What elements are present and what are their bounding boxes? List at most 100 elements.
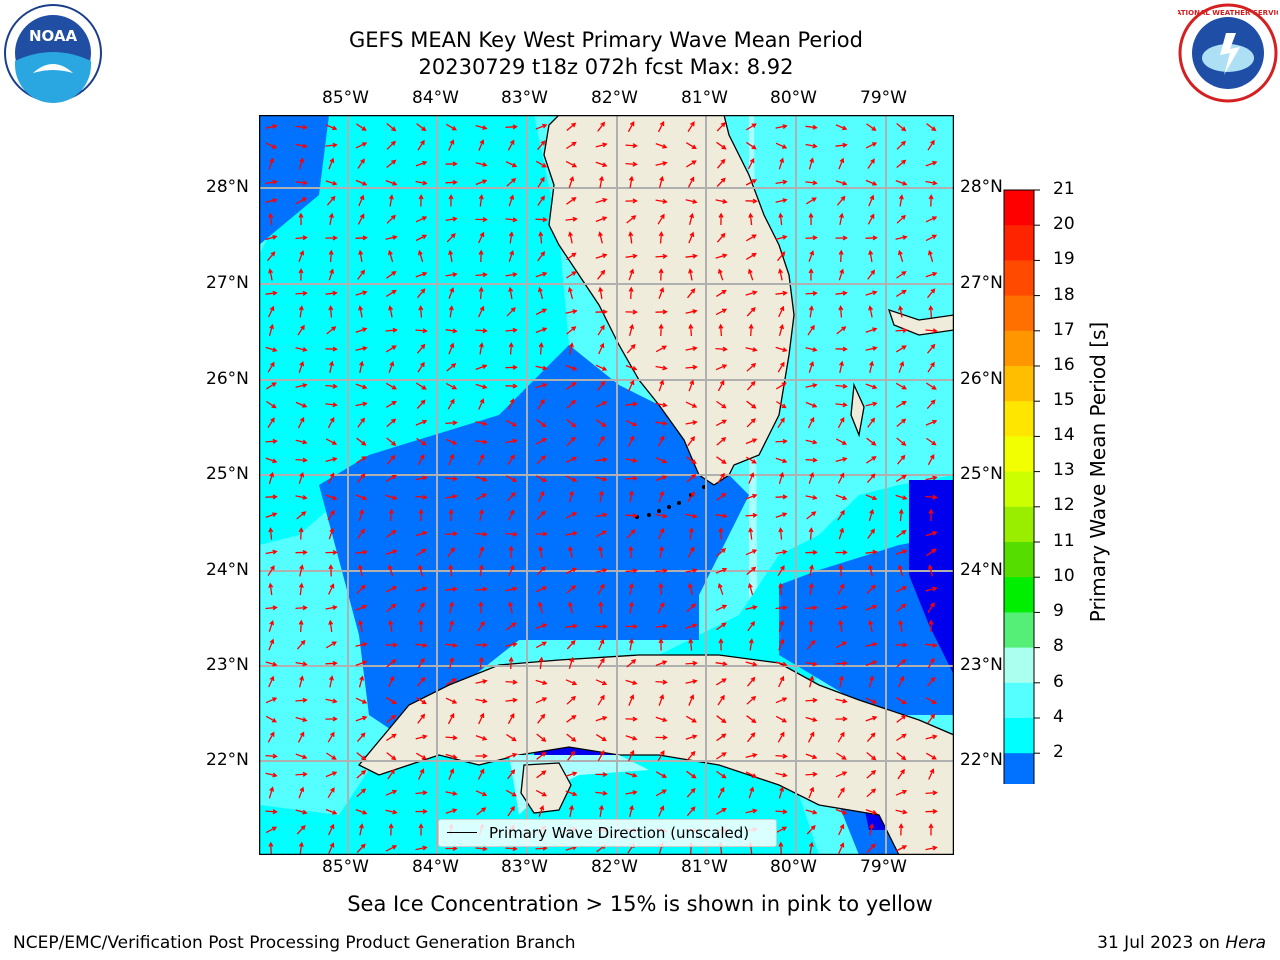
wave-arrow bbox=[417, 564, 424, 577]
wave-arrow bbox=[928, 768, 935, 780]
footer-credit: NCEP/EMC/Verification Post Processing Pr… bbox=[13, 933, 576, 953]
wave-arrow bbox=[746, 715, 757, 724]
wave-arrow bbox=[658, 287, 665, 299]
wave-arrow bbox=[659, 545, 664, 559]
wave-arrow bbox=[265, 605, 278, 611]
legend-label: Primary Wave Direction (unscaled) bbox=[489, 824, 750, 842]
wave-arrow bbox=[268, 786, 275, 799]
wave-arrow bbox=[325, 698, 338, 704]
wave-arrow bbox=[839, 360, 844, 374]
lon-label: 84°W bbox=[412, 88, 459, 108]
wave-arrow bbox=[626, 659, 637, 668]
wave-arrow bbox=[805, 809, 818, 815]
lon-label: 81°W bbox=[681, 857, 728, 877]
wave-arrow bbox=[475, 383, 488, 390]
wave-arrow bbox=[895, 382, 907, 390]
lon-label: 85°W bbox=[322, 857, 369, 877]
wave-arrow bbox=[687, 491, 695, 502]
wave-arrow bbox=[865, 142, 878, 149]
wave-arrow bbox=[415, 382, 427, 390]
wave-arrow bbox=[445, 476, 458, 482]
wave-arrow bbox=[566, 419, 577, 428]
wave-arrow bbox=[295, 771, 308, 777]
sea-ice-note: Sea Ice Concentration > 15% is shown in … bbox=[347, 892, 933, 916]
wave-arrow bbox=[717, 694, 725, 706]
wave-arrow bbox=[807, 731, 815, 743]
wave-arrow bbox=[716, 715, 727, 724]
colorbar-tick-label: 4 bbox=[1053, 707, 1064, 727]
wave-arrow bbox=[298, 305, 304, 318]
wave-arrow bbox=[895, 289, 907, 297]
wave-arrow bbox=[265, 549, 278, 555]
wave-arrow bbox=[835, 716, 848, 722]
wave-arrow bbox=[268, 638, 275, 651]
wave-arrow bbox=[295, 809, 308, 815]
wave-arrow bbox=[295, 180, 308, 186]
wave-arrow bbox=[657, 435, 665, 447]
wave-arrow bbox=[655, 789, 667, 797]
wave-arrow bbox=[355, 401, 368, 407]
wave-arrow bbox=[418, 194, 424, 207]
wave-arrow bbox=[595, 309, 608, 315]
colorbar-tick-label: 19 bbox=[1053, 249, 1075, 269]
wave-arrow bbox=[865, 549, 878, 555]
wave-arrow bbox=[505, 789, 517, 797]
wave-arrow bbox=[565, 531, 578, 536]
wave-arrow bbox=[775, 290, 788, 296]
lon-label: 83°W bbox=[501, 857, 548, 877]
wave-arrow bbox=[535, 531, 548, 537]
wave-arrow bbox=[295, 753, 308, 760]
wave-arrow bbox=[595, 734, 607, 742]
wave-arrow bbox=[295, 457, 308, 463]
wave-arrow bbox=[628, 545, 634, 559]
colorbar-segment bbox=[1004, 190, 1034, 226]
wave-arrow bbox=[386, 733, 397, 742]
wave-arrow bbox=[865, 346, 878, 351]
wave-arrow bbox=[777, 565, 785, 577]
wave-arrow bbox=[808, 527, 814, 540]
wave-arrow bbox=[537, 250, 546, 262]
wave-arrow bbox=[569, 804, 574, 818]
wave-arrow bbox=[745, 456, 757, 464]
wave-arrow bbox=[895, 345, 907, 353]
wave-arrow bbox=[746, 418, 756, 428]
wave-arrow bbox=[717, 379, 725, 392]
wave-arrow bbox=[265, 494, 278, 500]
wave-arrow bbox=[325, 124, 338, 131]
wave-arrow bbox=[566, 436, 576, 446]
wave-arrow bbox=[658, 379, 665, 392]
wave-arrow bbox=[928, 305, 934, 318]
wave-arrow bbox=[925, 697, 937, 704]
wave-arrow bbox=[777, 361, 785, 373]
wave-arrow bbox=[895, 809, 908, 815]
colorbar-tick-label: 12 bbox=[1053, 495, 1075, 515]
wave-arrow bbox=[746, 307, 756, 317]
wave-arrow bbox=[385, 586, 398, 593]
wave-arrow bbox=[628, 286, 634, 300]
wave-arrow bbox=[745, 438, 758, 445]
wave-arrow bbox=[295, 549, 308, 555]
colorbar-segment bbox=[1004, 330, 1034, 367]
wave-arrow bbox=[775, 234, 788, 241]
wave-arrow bbox=[925, 494, 938, 500]
colorbar-tick-label: 10 bbox=[1053, 566, 1075, 586]
wave-arrow bbox=[445, 420, 458, 426]
wave-arrow bbox=[478, 249, 484, 263]
wave-arrow bbox=[447, 547, 455, 558]
colorbar-tick-label: 20 bbox=[1053, 214, 1075, 234]
wave-arrow bbox=[475, 753, 488, 759]
wave-arrow bbox=[445, 846, 458, 851]
wave-arrow bbox=[685, 623, 698, 629]
wave-arrow bbox=[415, 494, 428, 500]
wave-arrow bbox=[508, 250, 515, 262]
wave-arrow bbox=[925, 734, 938, 740]
wave-arrow bbox=[327, 731, 335, 743]
wave-arrow bbox=[325, 716, 338, 722]
wave-arrow bbox=[625, 679, 638, 686]
wave-arrow bbox=[567, 750, 576, 761]
colorbar-tick-label: 11 bbox=[1053, 531, 1075, 551]
wave-arrow bbox=[595, 679, 608, 686]
wave-arrow bbox=[925, 160, 938, 167]
lon-label: 83°W bbox=[501, 88, 548, 108]
wave-arrow bbox=[748, 323, 754, 337]
